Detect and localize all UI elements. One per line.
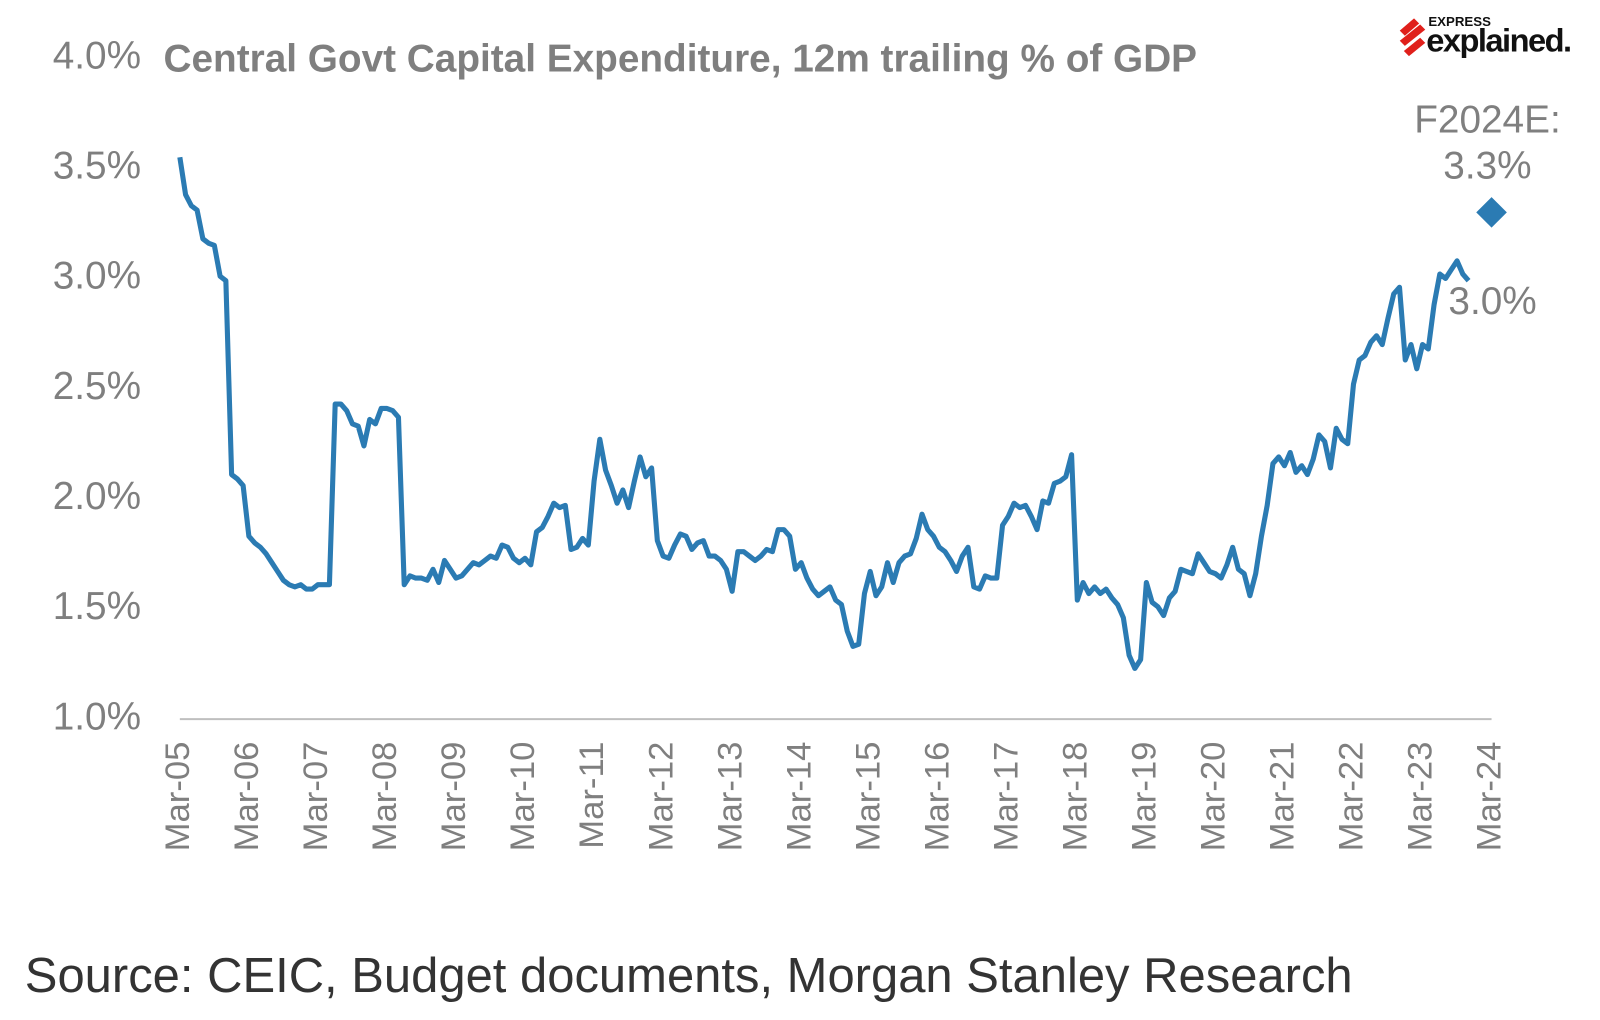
annotation: F2024E:	[1414, 99, 1561, 142]
x-tick-label: Mar-18	[1056, 742, 1094, 852]
x-tick-label: Mar-24	[1471, 742, 1509, 852]
y-tick-label: 1.0%	[53, 695, 141, 738]
y-tick-label: 2.5%	[53, 365, 141, 408]
x-tick-label: Mar-13	[711, 742, 749, 852]
source-note: Source: CEIC, Budget documents, Morgan S…	[25, 949, 1353, 1003]
x-tick-label: Mar-20	[1195, 742, 1233, 852]
x-tick-label: Mar-12	[642, 742, 680, 852]
logo: EXPRESS explained.	[1399, 14, 1572, 58]
y-tick-label: 3.5%	[53, 145, 141, 188]
x-tick-label: Mar-22	[1333, 742, 1371, 852]
y-tick-label: 2.0%	[53, 475, 141, 518]
x-tick-label: Mar-11	[573, 742, 611, 849]
x-tick-label: Mar-10	[504, 742, 542, 852]
x-tick-label: Mar-19	[1126, 742, 1164, 852]
logo-top: EXPRESS	[1428, 14, 1491, 29]
logo-main: explained.	[1426, 21, 1570, 58]
annotation: 3.0%	[1448, 280, 1536, 323]
y-tick-label: 3.0%	[53, 255, 141, 298]
annotation: 3.3%	[1443, 145, 1531, 188]
x-tick-label: Mar-08	[366, 742, 404, 852]
x-tick-label: Mar-15	[849, 742, 887, 852]
x-tick-label: Mar-14	[780, 742, 818, 852]
forecast-marker	[1476, 197, 1507, 228]
x-tick-label: Mar-07	[297, 742, 335, 852]
data-line	[177, 156, 1471, 671]
y-tick-label: 4.0%	[53, 34, 141, 77]
logo-icon	[1399, 18, 1426, 57]
x-tick-label: Mar-21	[1264, 742, 1302, 852]
y-tick-label: 1.5%	[53, 585, 141, 628]
x-tick-label: Mar-16	[918, 742, 956, 852]
x-tick-label: Mar-05	[159, 742, 197, 852]
x-tick-label: Mar-23	[1402, 742, 1440, 852]
x-tick-label: Mar-17	[987, 742, 1025, 852]
x-tick-label: Mar-09	[435, 742, 473, 852]
chart-title: Central Govt Capital Expenditure, 12m tr…	[164, 37, 1198, 80]
x-tick-label: Mar-06	[228, 742, 266, 852]
